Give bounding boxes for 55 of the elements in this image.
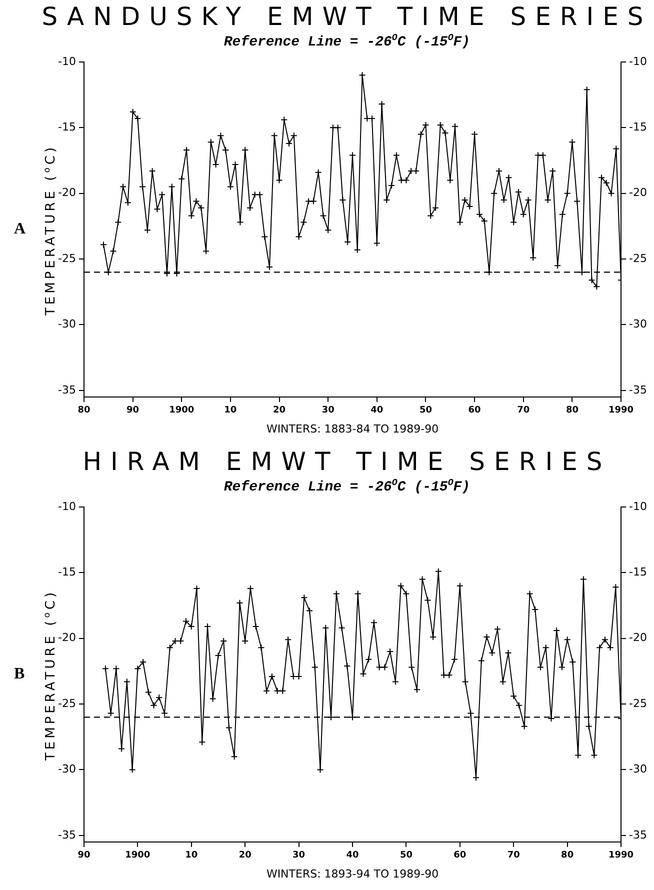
chart-subtitle: Reference Line = -26$^{O}$C (-15$^{O}$F) (222, 32, 472, 51)
y-tick-label: -20 (58, 631, 76, 644)
y-tick-label: -35 (58, 828, 76, 842)
x-tick-label: 50 (400, 850, 412, 861)
x-tick-label: 80 (78, 406, 90, 416)
x-tick-label: 70 (507, 850, 520, 861)
y2-tick-label: -10 (629, 500, 647, 513)
chart-title: HIRAM EMWT TIME SERIES (82, 446, 612, 477)
text: A (14, 220, 26, 238)
x-tick-label: 1990 (608, 406, 634, 416)
chart-title: SANDUSKY EMWT TIME SERIES (40, 1, 654, 32)
x-axis-title: WINTERS: 1893-94 TO 1989-90 (266, 867, 439, 880)
y-tick-label: -20 (58, 186, 76, 200)
x-tick-label: 90 (126, 406, 140, 416)
x-tick-label: 50 (419, 406, 432, 416)
x-tick-label: 1900 (169, 406, 194, 416)
y2-tick-label: -20 (629, 631, 647, 644)
y-tick-label: -25 (58, 252, 76, 265)
x-tick-label: 1900 (125, 850, 150, 861)
y-tick-label: -30 (58, 318, 76, 331)
y2-tick-label: -15 (629, 566, 647, 579)
x-tick-label: 60 (468, 406, 481, 416)
y-tick-label: -30 (58, 762, 76, 776)
x-tick-label: 80 (566, 406, 578, 416)
y2-tick-label: -35 (629, 828, 647, 842)
x-tick-label: 40 (346, 850, 359, 861)
y2-tick-label: -10 (629, 54, 647, 68)
y-tick-label: -25 (58, 696, 76, 710)
x-tick-label: 20 (273, 406, 286, 416)
x-tick-label: 90 (78, 850, 90, 861)
y-tick-label: -15 (58, 120, 76, 134)
y2-tick-label: -35 (629, 383, 647, 396)
y2-tick-label: -30 (629, 318, 647, 331)
text: B (14, 666, 25, 683)
x-tick-label: 1990 (608, 850, 634, 861)
y-tick-label: -35 (58, 383, 76, 396)
y-tick-label: -10 (58, 500, 76, 513)
y2-tick-label: -25 (629, 696, 647, 710)
x-tick-label: 30 (322, 406, 334, 416)
x-tick-label: 70 (517, 406, 530, 416)
y2-tick-label: -25 (629, 252, 647, 265)
x-axis-title: WINTERS: 1883-84 TO 1989-90 (266, 422, 439, 436)
chart-subtitle: Reference Line = -26$^{O}$C (-15$^{O}$F) (222, 477, 472, 496)
x-tick-label: 20 (238, 850, 252, 861)
x-tick-label: 30 (292, 850, 306, 861)
x-tick-label: 10 (224, 406, 237, 416)
x-tick-label: 60 (454, 850, 466, 861)
x-tick-label: 80 (561, 850, 574, 861)
y2-tick-label: -15 (629, 120, 647, 134)
y-tick-label: -10 (58, 54, 76, 68)
y2-tick-label: -20 (629, 186, 647, 200)
x-tick-label: 40 (370, 406, 384, 416)
x-tick-label: 10 (185, 850, 198, 861)
y2-tick-label: -30 (629, 762, 647, 776)
y-tick-label: -15 (58, 566, 76, 579)
